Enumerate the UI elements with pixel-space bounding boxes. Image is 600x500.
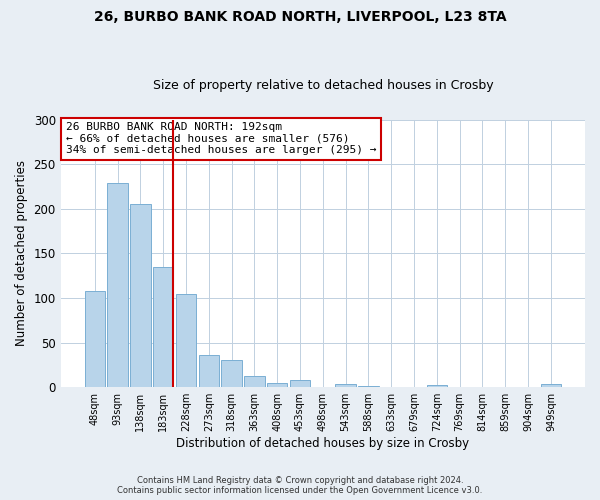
Bar [130,204,151,387]
X-axis label: Distribution of detached houses by size in Crosby: Distribution of detached houses by size … [176,437,469,450]
Bar [335,384,356,387]
Bar [153,267,173,387]
Bar [176,294,196,387]
Bar [267,382,287,387]
Bar [85,291,105,387]
Bar [221,360,242,387]
Bar [244,376,265,387]
Bar [541,384,561,387]
Title: Size of property relative to detached houses in Crosby: Size of property relative to detached ho… [152,79,493,92]
Text: 26, BURBO BANK ROAD NORTH, LIVERPOOL, L23 8TA: 26, BURBO BANK ROAD NORTH, LIVERPOOL, L2… [94,10,506,24]
Bar [427,386,447,387]
Bar [290,380,310,387]
Text: 26 BURBO BANK ROAD NORTH: 192sqm
← 66% of detached houses are smaller (576)
34% : 26 BURBO BANK ROAD NORTH: 192sqm ← 66% o… [66,122,376,156]
Bar [199,355,219,387]
Text: Contains HM Land Registry data © Crown copyright and database right 2024.
Contai: Contains HM Land Registry data © Crown c… [118,476,482,495]
Y-axis label: Number of detached properties: Number of detached properties [15,160,28,346]
Bar [358,386,379,387]
Bar [107,183,128,387]
